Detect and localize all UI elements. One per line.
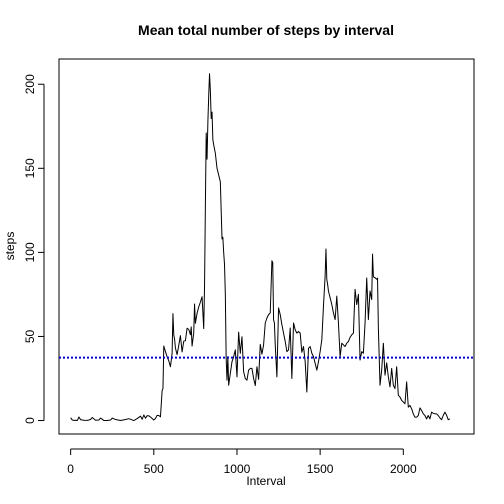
series-line-mean-steps	[70, 73, 451, 422]
x-tick-label: 1000	[224, 462, 251, 476]
x-tick-label: 500	[144, 462, 164, 476]
plot-frame	[58, 58, 475, 435]
y-axis: 0 50 100 150 200	[23, 74, 45, 424]
y-tick-label: 50	[23, 329, 37, 343]
x-tick-label: 0	[67, 462, 74, 476]
y-axis-label: steps	[3, 232, 17, 261]
x-tick-label: 2000	[390, 462, 417, 476]
y-tick-label: 150	[23, 158, 37, 178]
chart-title: Mean total number of steps by interval	[138, 22, 394, 38]
y-tick-label: 0	[23, 417, 37, 424]
x-tick-label: 1500	[307, 462, 334, 476]
x-axis: 0 500 1000 1500 2000	[67, 448, 417, 476]
y-tick-label: 100	[23, 242, 37, 262]
y-tick-label: 200	[23, 74, 37, 94]
x-axis-label: Interval	[246, 474, 285, 488]
plot-area	[59, 73, 474, 422]
